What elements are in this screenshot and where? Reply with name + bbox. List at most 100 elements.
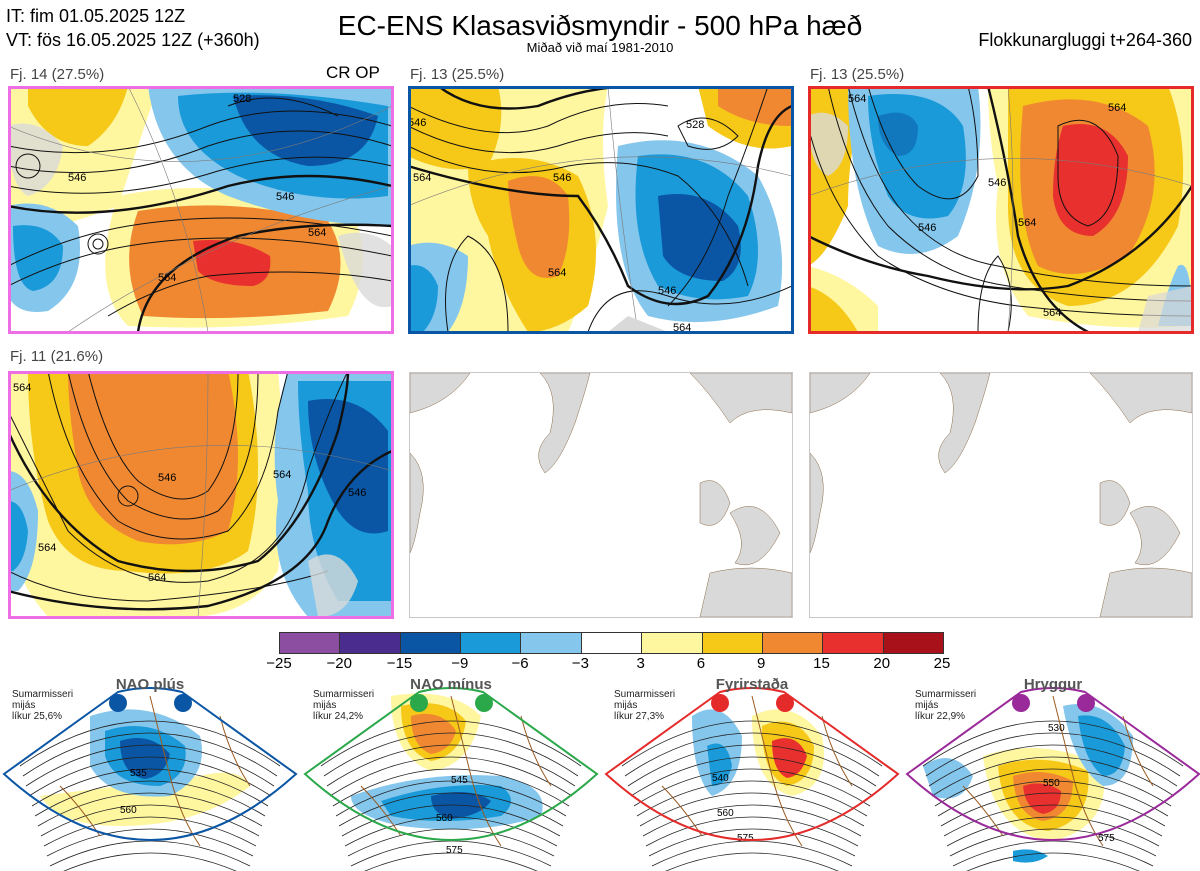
height-contour: [49, 840, 251, 867]
anomaly-area: [120, 737, 170, 779]
colorbar-segment: [580, 633, 642, 653]
height-contour: [940, 792, 1166, 827]
height-contour: [651, 840, 853, 867]
height-contour: [338, 792, 564, 827]
regime-name: Hryggur: [1023, 676, 1083, 693]
colorbar-tick-label: 25: [933, 655, 951, 672]
regime-map: 530 550 575: [905, 687, 1200, 871]
contour-label: 546: [988, 177, 1006, 189]
height-contour: [925, 732, 1181, 777]
contour-label: 564: [1108, 102, 1126, 114]
valid-time: VT: fös 16.05.2025 12Z (+360h): [6, 30, 260, 50]
colorbar-segment: [280, 633, 340, 653]
colorbar-tick-label: −20: [326, 655, 352, 672]
height-contour: [335, 780, 567, 817]
height-contour: [937, 780, 1169, 817]
anomaly-area: [772, 738, 807, 778]
regime-sector-outline: [2, 687, 298, 841]
colorbar-ticks: −25 −20 −15 −9 −6 −3 3 6 9 15 20 25: [0, 655, 1200, 675]
page-subtitle: Miðað við maí 1981-2010: [526, 40, 674, 55]
regime-sector-outline: [303, 687, 599, 841]
cluster-map-2: 546 528 564 546 546 564 564: [408, 86, 792, 332]
regime-name: NAO plús: [115, 676, 185, 693]
panel-2-label: Fj. 13 (25.5%): [410, 66, 505, 83]
regime-marker-dot: [776, 694, 794, 712]
height-contour: [332, 768, 570, 807]
regime-contour-label: 550: [1043, 778, 1060, 789]
clustering-window: Flokkunargluggi t+264-360: [978, 30, 1192, 50]
regime-map: 535 560: [2, 687, 298, 871]
height-contour: [31, 768, 269, 807]
height-contour: [928, 744, 1178, 787]
colorbar-tick-label: −15: [386, 655, 413, 672]
contour-label: 546: [158, 472, 176, 484]
cluster-map-3: 564 546 546 564 564 564: [808, 86, 1192, 332]
height-contour: [627, 744, 877, 787]
contour-label: 564: [848, 93, 866, 105]
page-title: EC-ENS Klasasviðsmyndir - 500 hPa hæð: [337, 10, 863, 41]
height-contour: [966, 852, 1140, 871]
height-contour: [347, 828, 555, 857]
height-contour: [28, 756, 272, 797]
initial-time: IT: fim 01.05.2025 12Z: [6, 6, 186, 26]
panel-4-label: Fj. 11 (21.6%): [10, 348, 104, 365]
height-contour: [633, 768, 871, 807]
height-contour: [931, 756, 1175, 797]
colorbar-tick-label: −3: [571, 655, 589, 672]
colorbar-tick-label: 3: [636, 655, 645, 672]
contour-label: 564: [1018, 217, 1036, 229]
height-contour: [326, 744, 576, 787]
cluster-map-1: 528 546 546 564 564: [8, 86, 392, 332]
height-contour: [624, 732, 880, 777]
colorbar-segment: [641, 633, 702, 653]
contour-label: 564: [413, 172, 431, 184]
height-contour: [22, 732, 278, 777]
regime-contour-label: 575: [1098, 833, 1115, 844]
regime-info-line: Sumarmisseri: [915, 689, 977, 700]
regime-contour-label: 575: [446, 845, 463, 856]
cluster-map-4: 564 546 564 546 564 564: [8, 371, 392, 617]
height-contour: [922, 720, 1184, 767]
panel-1-border: [8, 86, 394, 334]
height-contour: [946, 816, 1160, 847]
colorbar-segment: [761, 633, 823, 653]
regime-info-line: líkur 25,6%: [12, 711, 63, 722]
colorbar-tick-label: 15: [813, 655, 830, 672]
regime-marker-dot: [109, 694, 127, 712]
height-contour: [934, 768, 1172, 807]
colorbar-segment: [520, 633, 581, 653]
height-contour: [949, 828, 1157, 857]
contour-label: 564: [548, 267, 566, 279]
height-contour: [323, 732, 579, 777]
regime-contour-label: 575: [737, 833, 754, 844]
empty-map-5: [409, 372, 793, 618]
regime-info-line: líkur 24,2%: [313, 711, 364, 722]
colorbar-tick-label: 9: [757, 655, 766, 672]
contour-label: 564: [158, 272, 176, 284]
regime-info-line: líkur 22,9%: [915, 711, 966, 722]
height-contour: [40, 804, 260, 837]
regime-marker-dot: [174, 694, 192, 712]
colorbar-tick-label: 20: [873, 655, 891, 672]
height-contour: [630, 756, 874, 797]
contour-label: 564: [148, 572, 166, 584]
height-contour: [37, 792, 263, 827]
colorbar-tick-label: 6: [696, 655, 706, 672]
height-contour: [639, 792, 865, 827]
contour-label: 564: [273, 469, 291, 481]
contour-label: 546: [408, 117, 426, 129]
regime-info-line: mijás: [313, 700, 337, 711]
regime-map: 540 560 575: [604, 687, 900, 871]
height-contour: [665, 852, 839, 871]
regime-contour-label: 560: [120, 805, 137, 816]
contour-label: 546: [348, 487, 366, 499]
height-contour: [636, 780, 868, 817]
regime-info: Sumarmisseri mijás líkur 22,9%: [915, 689, 976, 722]
height-contour: [19, 720, 281, 767]
colorbar-tick-label: −25: [266, 655, 292, 672]
height-contour: [621, 720, 883, 767]
contour-label: 564: [1043, 307, 1061, 319]
regime-info-line: Sumarmisseri: [614, 689, 676, 700]
anomaly-area: [40, 772, 250, 826]
regime-info-line: Sumarmisseri: [12, 689, 74, 700]
